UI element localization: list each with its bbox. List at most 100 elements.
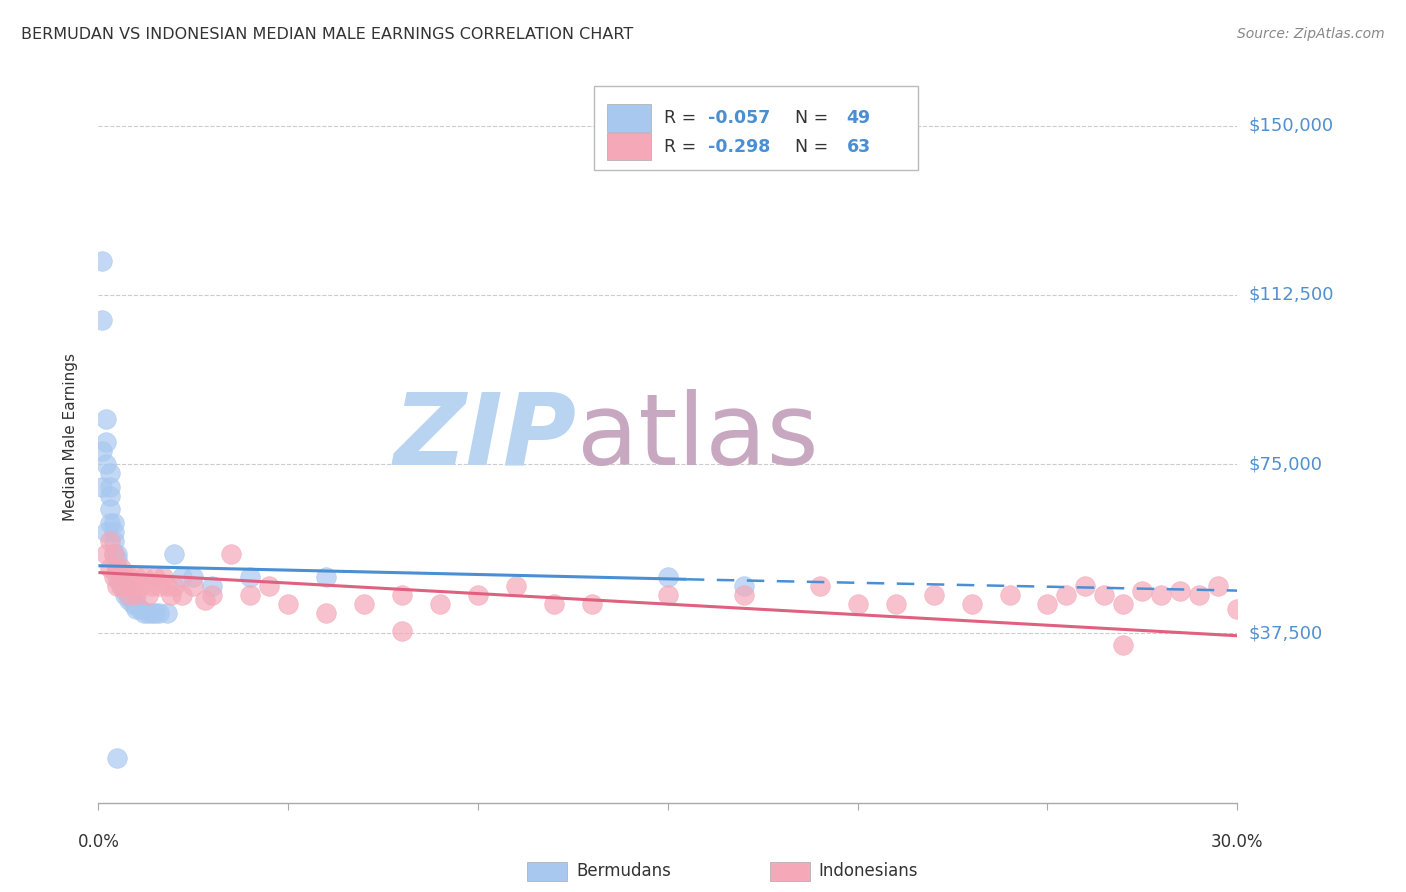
Point	[118, 592, 141, 607]
Text: ZIP: ZIP	[394, 389, 576, 485]
Text: 30.0%: 30.0%	[1211, 833, 1264, 851]
Point	[353, 597, 375, 611]
Point	[94, 412, 117, 426]
Point	[107, 750, 129, 764]
Bar	[607, 104, 651, 132]
Point	[103, 548, 125, 562]
Point	[1132, 583, 1154, 598]
Point	[107, 561, 129, 575]
Point	[163, 548, 186, 562]
Text: $112,500: $112,500	[1249, 285, 1334, 304]
Point	[156, 606, 179, 620]
Point	[1036, 597, 1059, 611]
Point	[194, 592, 217, 607]
Point	[121, 597, 143, 611]
Point	[1112, 638, 1135, 652]
Point	[125, 588, 148, 602]
Point	[110, 570, 132, 584]
Point	[91, 312, 114, 326]
Point	[657, 588, 679, 602]
Point	[733, 588, 755, 602]
Point	[114, 583, 136, 598]
Point	[132, 606, 155, 620]
Point	[114, 570, 136, 584]
Point	[118, 588, 141, 602]
Point	[141, 606, 163, 620]
FancyBboxPatch shape	[593, 86, 918, 170]
Point	[156, 579, 179, 593]
Point	[1074, 579, 1097, 593]
Point	[201, 579, 224, 593]
Point	[884, 597, 907, 611]
Point	[98, 489, 121, 503]
Y-axis label: Median Male Earnings: Median Male Earnings	[63, 353, 77, 521]
Point	[141, 579, 163, 593]
Point	[808, 579, 831, 593]
Text: Bermudans: Bermudans	[576, 863, 671, 880]
Point	[391, 624, 413, 639]
Point	[960, 597, 983, 611]
Point	[110, 570, 132, 584]
Point	[1188, 588, 1211, 602]
Text: N =: N =	[785, 109, 834, 127]
Point	[121, 579, 143, 593]
Point	[998, 588, 1021, 602]
Point	[125, 570, 148, 584]
Point	[1170, 583, 1192, 598]
Text: $37,500: $37,500	[1249, 624, 1323, 642]
Text: $150,000: $150,000	[1249, 117, 1333, 135]
Point	[91, 443, 114, 458]
Point	[110, 579, 132, 593]
Point	[91, 254, 114, 268]
Point	[98, 533, 121, 548]
Point	[221, 548, 243, 562]
Text: Indonesians: Indonesians	[818, 863, 918, 880]
Point	[107, 579, 129, 593]
Point	[103, 570, 125, 584]
Point	[733, 579, 755, 593]
Point	[114, 579, 136, 593]
Text: -0.298: -0.298	[707, 137, 770, 155]
Point	[152, 570, 174, 584]
Text: 0.0%: 0.0%	[77, 833, 120, 851]
Point	[103, 548, 125, 562]
Point	[170, 570, 193, 584]
Text: $75,000: $75,000	[1249, 455, 1323, 473]
Point	[170, 588, 193, 602]
Point	[1056, 588, 1078, 602]
Point	[107, 552, 129, 566]
Point	[429, 597, 451, 611]
Text: BERMUDAN VS INDONESIAN MEDIAN MALE EARNINGS CORRELATION CHART: BERMUDAN VS INDONESIAN MEDIAN MALE EARNI…	[21, 27, 633, 42]
Text: R =: R =	[665, 109, 702, 127]
Point	[129, 579, 152, 593]
Point	[94, 457, 117, 471]
Point	[1112, 597, 1135, 611]
Point	[467, 588, 489, 602]
Point	[201, 588, 224, 602]
Point	[1094, 588, 1116, 602]
Point	[1226, 601, 1249, 615]
Point	[118, 570, 141, 584]
Point	[129, 601, 152, 615]
Point	[91, 480, 114, 494]
Point	[118, 588, 141, 602]
Text: N =: N =	[785, 137, 834, 155]
Text: atlas: atlas	[576, 389, 818, 485]
Point	[103, 524, 125, 539]
Point	[98, 561, 121, 575]
Point	[125, 597, 148, 611]
Point	[183, 570, 205, 584]
Text: 49: 49	[846, 109, 870, 127]
Point	[136, 606, 159, 620]
Point	[391, 588, 413, 602]
Point	[107, 548, 129, 562]
Point	[1208, 579, 1230, 593]
Point	[94, 548, 117, 562]
Point	[132, 570, 155, 584]
Point	[114, 588, 136, 602]
Point	[148, 606, 170, 620]
Point	[110, 561, 132, 575]
Point	[581, 597, 603, 611]
Point	[277, 597, 299, 611]
Point	[125, 601, 148, 615]
